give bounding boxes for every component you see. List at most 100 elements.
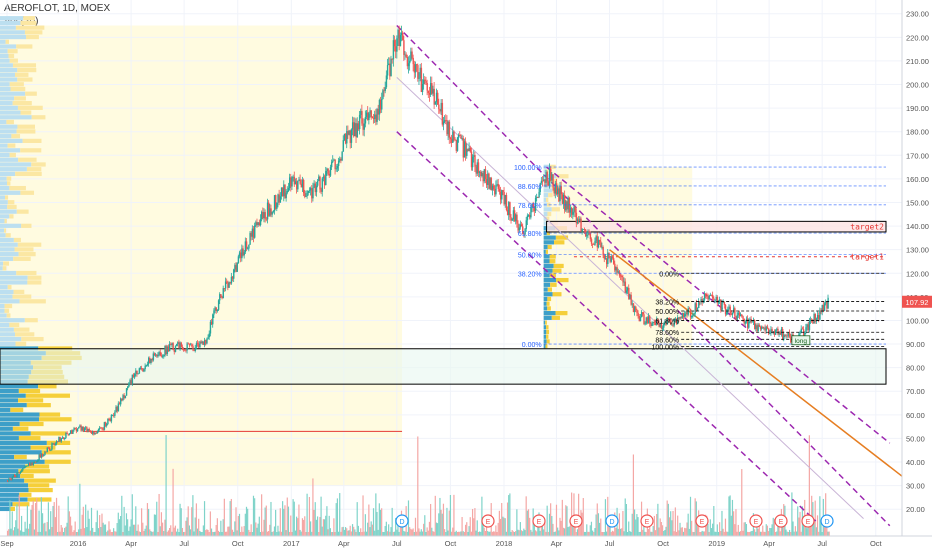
price-candle-body [490, 177, 493, 191]
volume-bar [319, 517, 321, 536]
price-candle-body [114, 412, 116, 416]
volume-profile-bar-up [0, 426, 13, 431]
volume-profile-bar-up [0, 275, 28, 280]
price-candle-body [763, 327, 765, 329]
volume-bar [800, 531, 802, 536]
volume-bar [579, 521, 581, 536]
volume-bar [622, 511, 624, 536]
volume-profile-bar-up [0, 119, 7, 125]
volume-bar [708, 531, 710, 536]
volume-bar [716, 524, 718, 536]
volume-bar [329, 528, 332, 536]
volume-bar [150, 531, 152, 536]
price-candle-body [772, 331, 775, 332]
price-candle-body [292, 176, 294, 178]
volume-bar [626, 531, 629, 536]
price-candle-body [766, 326, 769, 329]
volume-bar [437, 523, 439, 536]
price-candle-body [67, 433, 69, 435]
volume-bar [37, 531, 39, 536]
price-candle-body [729, 306, 731, 314]
volume-bar [760, 531, 763, 536]
price-candle-body [637, 312, 639, 316]
price-candle-body [330, 162, 333, 168]
volume-bar [103, 524, 105, 536]
volume-bar [770, 528, 772, 536]
volume-profile-bar-down [26, 167, 42, 172]
price-candle-body [74, 428, 76, 429]
volume-bar [122, 531, 124, 536]
volume-bar [250, 524, 252, 536]
volume-bar [573, 493, 575, 536]
volume-bar [561, 499, 563, 536]
event-marker-label: E [779, 519, 784, 526]
price-candle-body [673, 318, 675, 326]
price-candle-body [257, 222, 259, 225]
support-zone-box [0, 348, 887, 385]
price-candle-body [250, 233, 252, 237]
fib-profile-bar-down [549, 164, 556, 169]
volume-profile-bar-down [16, 209, 29, 214]
volume-profile-bar-down [24, 30, 43, 35]
price-candle-body [643, 314, 645, 325]
volume-bar [235, 507, 237, 536]
fib-profile-bar-up [543, 287, 548, 292]
volume-bar [707, 523, 709, 536]
price-candle-body [578, 219, 580, 221]
price-tick-label: 40.00 [906, 458, 925, 467]
volume-bar [468, 526, 470, 536]
price-candle-body [743, 318, 745, 324]
price-candle-body [709, 294, 712, 296]
volume-profile-bar-down [15, 341, 27, 346]
volume-bar [638, 531, 640, 536]
volume-bar [720, 531, 722, 536]
volume-profile-bar-down [18, 398, 44, 403]
volume-bar [48, 529, 51, 536]
fib-upper-level-label: 61.80% [518, 231, 542, 238]
volume-bar [758, 525, 760, 536]
price-candle-body [720, 299, 722, 311]
volume-bar [623, 531, 625, 536]
volume-profile-bar-down [15, 72, 29, 77]
volume-profile-bar-up [0, 63, 13, 68]
price-candle-body [572, 211, 574, 215]
volume-bar [773, 518, 776, 536]
price-candle-body [36, 461, 38, 463]
price-candle-body [396, 38, 398, 52]
volume-bar [168, 528, 171, 536]
price-candle-body [148, 358, 150, 364]
volume-bar [728, 496, 730, 536]
volume-bar [73, 530, 75, 536]
volume-bar [57, 531, 59, 536]
price-candle-body [412, 57, 414, 65]
price-candle-body [241, 248, 243, 259]
price-candle-body [248, 244, 250, 249]
volume-profile-bar-down [31, 162, 46, 167]
price-candle-body [586, 235, 588, 237]
volume-bar [158, 493, 160, 536]
volume-bar [661, 525, 664, 536]
volume-bar [672, 510, 674, 536]
volume-bar [483, 527, 485, 536]
fib-profile-bar-down [554, 240, 565, 245]
volume-bar [30, 509, 32, 536]
price-tick-label: 170.00 [906, 151, 929, 160]
price-candle-body [325, 171, 327, 186]
price-candle-body [69, 430, 72, 434]
fib-upper-level-label: 50.00% [518, 252, 542, 259]
volume-bar [527, 509, 530, 536]
price-candle-body [580, 218, 582, 232]
volume-profile-bar-up [0, 242, 18, 247]
fib-profile-bar-down [545, 344, 548, 349]
price-candle-body [771, 329, 773, 332]
price-candle-body [139, 368, 142, 369]
volume-bar [410, 528, 412, 536]
price-candle-body [290, 177, 292, 187]
volume-bar [395, 517, 397, 536]
volume-profile-bar-down [27, 280, 42, 285]
volume-bar [509, 493, 511, 536]
volume-bar [255, 522, 257, 536]
volume-bar [275, 509, 277, 536]
price-candle-body [323, 176, 326, 186]
